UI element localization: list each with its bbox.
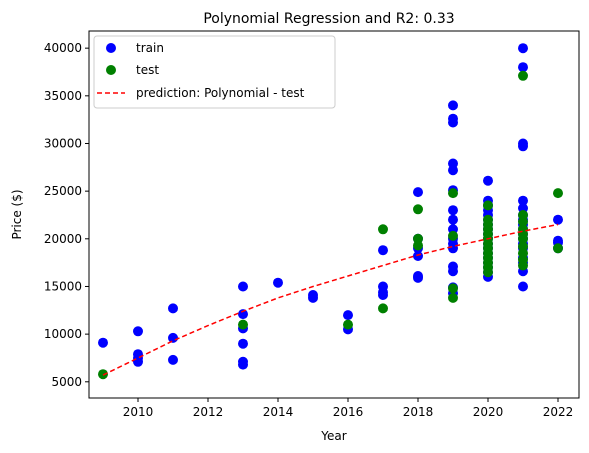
test-point: [448, 188, 458, 199]
x-axis-ticks: 2010 2012 2014 2016 2018 2020 2022: [123, 398, 574, 419]
y-tick-label: 20000: [44, 232, 82, 246]
train-point: [238, 359, 248, 370]
test-point: [553, 188, 563, 199]
x-tick-label: 2010: [123, 405, 154, 419]
x-axis-label: Year: [320, 429, 346, 443]
test-point: [448, 230, 458, 241]
test-point: [98, 369, 108, 380]
train-point: [378, 290, 388, 300]
test-point: [518, 233, 528, 244]
train-point: [448, 205, 458, 216]
axes-frame: [88, 30, 580, 399]
train-point: [448, 117, 458, 128]
y-tick-label: 40000: [44, 41, 82, 55]
plot-area: [88, 30, 580, 399]
train-point: [343, 310, 353, 321]
test-point: [483, 200, 493, 211]
train-point: [168, 303, 178, 314]
train-point: [448, 266, 458, 277]
y-tick-label: 15000: [44, 279, 82, 293]
train-point: [98, 337, 108, 348]
legend-test-label: test: [136, 63, 159, 77]
y-tick-label: 25000: [44, 184, 82, 198]
test-point: [448, 292, 458, 303]
test-point: [518, 70, 528, 81]
test-point: [343, 319, 353, 330]
train-point: [448, 100, 458, 111]
train-point: [448, 243, 458, 254]
train-point: [553, 214, 563, 225]
train-point: [238, 338, 248, 349]
prediction-line: [102, 223, 559, 376]
test-point: [378, 303, 388, 314]
train-point: [448, 214, 458, 225]
train-point: [518, 281, 528, 292]
y-tick-label: 30000: [44, 136, 82, 150]
x-tick-label: 2014: [263, 405, 294, 419]
train-point: [238, 309, 248, 320]
legend-prediction-label: prediction: Polynomial - test: [136, 86, 305, 100]
y-axis-label: Price ($): [10, 189, 24, 239]
y-tick-label: 35000: [44, 89, 82, 103]
chart-title: Polynomial Regression and R2: 0.33: [203, 11, 454, 27]
test-point: [413, 240, 423, 251]
train-point: [168, 332, 178, 343]
legend-test-marker: [106, 65, 116, 75]
legend-box: [93, 35, 336, 109]
train-point: [413, 251, 423, 261]
train-point: [448, 165, 458, 176]
marks-layer: [98, 43, 563, 380]
y-tick-label: 10000: [44, 327, 82, 341]
train-point: [273, 277, 283, 288]
legend-train-label: train: [136, 41, 164, 55]
test-point: [553, 243, 563, 254]
train-point: [378, 245, 388, 256]
x-tick-label: 2012: [193, 405, 224, 419]
x-tick-label: 2020: [473, 405, 504, 419]
y-tick-label: 5000: [51, 375, 82, 389]
test-point: [518, 216, 528, 227]
train-point: [483, 175, 493, 186]
test-point: [378, 224, 388, 235]
x-tick-label: 2018: [403, 405, 434, 419]
train-point: [518, 43, 528, 54]
test-point: [238, 319, 248, 330]
train-point: [308, 292, 318, 303]
x-tick-label: 2016: [333, 405, 364, 419]
train-point: [518, 62, 528, 73]
test-point: [518, 260, 528, 271]
train-point: [518, 195, 528, 206]
train-point: [413, 187, 423, 198]
test-point: [413, 204, 423, 215]
y-axis-ticks: 5000 10000 15000 20000 25000 30000 35000 40000: [44, 41, 89, 389]
test-point: [483, 267, 493, 278]
legend-train-marker: [106, 43, 116, 53]
train-point: [518, 141, 528, 152]
train-point: [238, 281, 248, 292]
train-point: [168, 354, 178, 365]
train-point: [413, 272, 423, 283]
test-point: [448, 283, 458, 294]
x-tick-label: 2022: [543, 405, 574, 419]
train-point: [133, 326, 143, 337]
train-point: [133, 356, 143, 367]
legend: train test prediction: Polynomial - test: [93, 35, 336, 109]
